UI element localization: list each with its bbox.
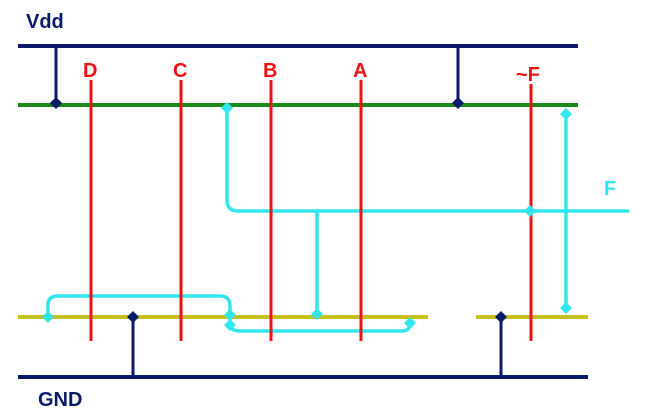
- contact-loop-right: [404, 317, 416, 329]
- contact-bridge-right: [224, 309, 236, 321]
- gate-label-c: C: [173, 60, 187, 82]
- gate-label-notf: ~F: [516, 64, 540, 86]
- metal-wire-output: [225, 106, 630, 213]
- gate-label-a: A: [353, 60, 367, 82]
- rail-contacts: [50, 97, 507, 323]
- contact-gnd-left: [127, 311, 139, 323]
- gnd-label: GND: [38, 389, 82, 411]
- output-label-f: F: [604, 178, 616, 200]
- vdd-label: Vdd: [26, 11, 64, 33]
- gate-label-b: B: [263, 60, 277, 82]
- contact-bridge-left: [42, 311, 54, 323]
- contact-inverter-bottom: [560, 302, 572, 314]
- metal-wires: [46, 106, 630, 333]
- contact-vdd-left: [50, 97, 62, 109]
- metal-wire-loop: [228, 317, 412, 333]
- metal-contacts: [42, 102, 572, 331]
- contact-loop-left: [224, 319, 236, 331]
- metal-wire-bridge: [46, 294, 232, 319]
- gate-label-d: D: [83, 60, 97, 82]
- contact-pdiff-output: [221, 102, 233, 114]
- contact-tap-ndiff: [311, 308, 323, 320]
- contact-inverter-top: [560, 108, 572, 120]
- contact-gnd-right: [495, 311, 507, 323]
- contact-notf-gate: [524, 205, 536, 217]
- contact-vdd-right: [452, 97, 464, 109]
